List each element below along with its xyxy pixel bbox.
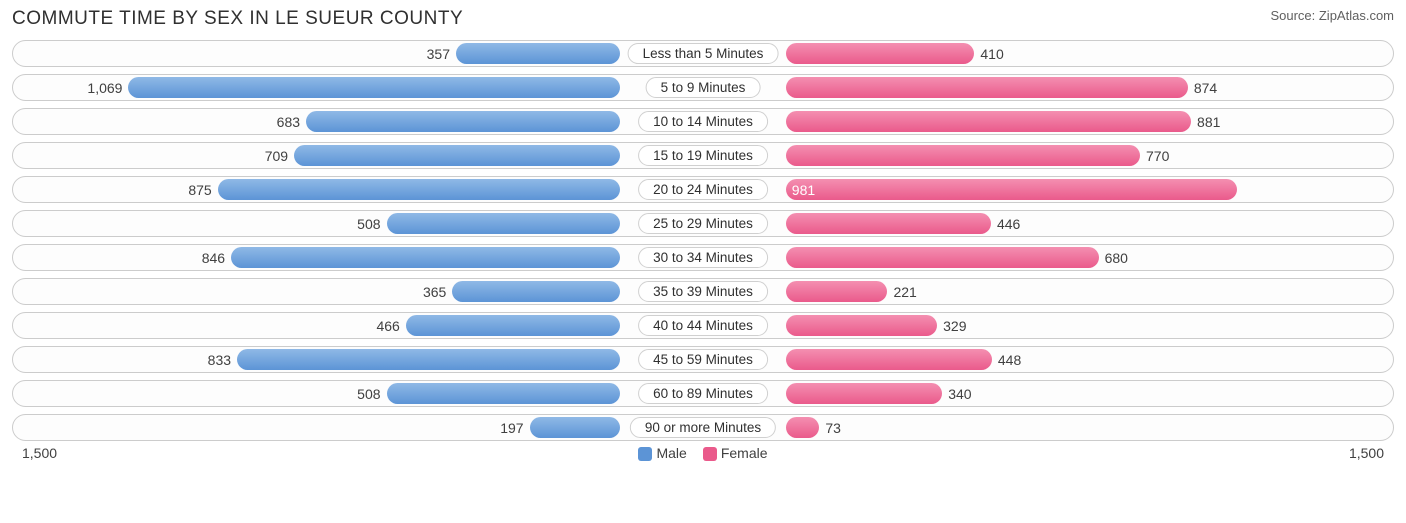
male-bar (387, 213, 621, 234)
female-bar (786, 111, 1191, 132)
male-value: 1,069 (87, 75, 128, 100)
chart-row: 709 770 15 to 19 Minutes (12, 142, 1394, 169)
chart-source: Source: ZipAtlas.com (1270, 8, 1394, 23)
category-pill: 45 to 59 Minutes (638, 349, 768, 370)
legend: Male Female (638, 445, 767, 461)
male-bar (218, 179, 621, 200)
category-pill: 20 to 24 Minutes (638, 179, 768, 200)
female-value: 881 (1191, 109, 1220, 134)
chart-row: 357 410 Less than 5 Minutes (12, 40, 1394, 67)
legend-female: Female (703, 445, 768, 461)
female-value: 446 (991, 211, 1020, 236)
male-value: 709 (265, 143, 294, 168)
male-bar (406, 315, 620, 336)
category-pill: 25 to 29 Minutes (638, 213, 768, 234)
female-bar (786, 315, 937, 336)
female-bar (786, 179, 1237, 200)
chart-rows: 357 410 Less than 5 Minutes 1,069 874 5 to 9 … (12, 40, 1394, 441)
male-bar (294, 145, 620, 166)
chart-row: 508 340 60 to 89 Minutes (12, 380, 1394, 407)
male-bar (452, 281, 620, 302)
male-bar (456, 43, 620, 64)
chart-row: 833 448 45 to 59 Minutes (12, 346, 1394, 373)
male-swatch-icon (638, 447, 652, 461)
chart-row: 1,069 874 5 to 9 Minutes (12, 74, 1394, 101)
male-value: 365 (423, 279, 452, 304)
female-bar (786, 247, 1099, 268)
chart-row: 683 881 10 to 14 Minutes (12, 108, 1394, 135)
category-pill: 40 to 44 Minutes (638, 315, 768, 336)
male-bar (237, 349, 620, 370)
female-value: 981 (786, 177, 815, 202)
female-bar (786, 77, 1188, 98)
female-bar (786, 145, 1140, 166)
chart-title: COMMUTE TIME BY SEX IN LE SUEUR COUNTY (12, 8, 463, 30)
male-bar (128, 77, 620, 98)
male-bar (231, 247, 620, 268)
male-value: 508 (357, 211, 386, 236)
male-value: 846 (202, 245, 231, 270)
axis-left-label: 1,500 (12, 445, 57, 461)
female-value: 874 (1188, 75, 1217, 100)
chart-row: 846 680 30 to 34 Minutes (12, 244, 1394, 271)
female-bar (786, 281, 888, 302)
category-pill: 90 or more Minutes (630, 417, 776, 438)
chart-row: 466 329 40 to 44 Minutes (12, 312, 1394, 339)
male-value: 683 (277, 109, 306, 134)
female-bar (786, 417, 820, 438)
male-value: 875 (188, 177, 217, 202)
category-pill: Less than 5 Minutes (628, 43, 779, 64)
male-value: 466 (376, 313, 405, 338)
legend-male: Male (638, 445, 686, 461)
male-bar (306, 111, 620, 132)
female-bar (786, 43, 975, 64)
chart-row: 197 73 90 or more Minutes (12, 414, 1394, 441)
category-pill: 30 to 34 Minutes (638, 247, 768, 268)
category-pill: 5 to 9 Minutes (646, 77, 761, 98)
category-pill: 15 to 19 Minutes (638, 145, 768, 166)
chart-row: 508 446 25 to 29 Minutes (12, 210, 1394, 237)
category-pill: 10 to 14 Minutes (638, 111, 768, 132)
chart-footer: 1,500 Male Female 1,500 (12, 445, 1394, 461)
female-bar (786, 349, 992, 370)
female-value: 410 (974, 41, 1003, 66)
female-value: 340 (942, 381, 971, 406)
category-pill: 35 to 39 Minutes (638, 281, 768, 302)
female-value: 770 (1140, 143, 1169, 168)
category-pill: 60 to 89 Minutes (638, 383, 768, 404)
female-value: 448 (992, 347, 1021, 372)
male-value: 357 (427, 41, 456, 66)
male-value: 833 (208, 347, 237, 372)
chart-row: 875 981 20 to 24 Minutes (12, 176, 1394, 203)
male-bar (530, 417, 621, 438)
chart-header: COMMUTE TIME BY SEX IN LE SUEUR COUNTY S… (12, 8, 1394, 30)
male-value: 508 (357, 381, 386, 406)
chart-row: 365 221 35 to 39 Minutes (12, 278, 1394, 305)
female-bar (786, 213, 991, 234)
male-bar (387, 383, 621, 404)
legend-female-label: Female (721, 445, 768, 461)
female-value: 680 (1099, 245, 1128, 270)
female-value: 221 (887, 279, 916, 304)
female-value: 73 (819, 415, 841, 440)
male-value: 197 (500, 415, 529, 440)
female-value: 329 (937, 313, 966, 338)
axis-right-label: 1,500 (1349, 445, 1394, 461)
female-swatch-icon (703, 447, 717, 461)
legend-male-label: Male (656, 445, 686, 461)
female-bar (786, 383, 942, 404)
